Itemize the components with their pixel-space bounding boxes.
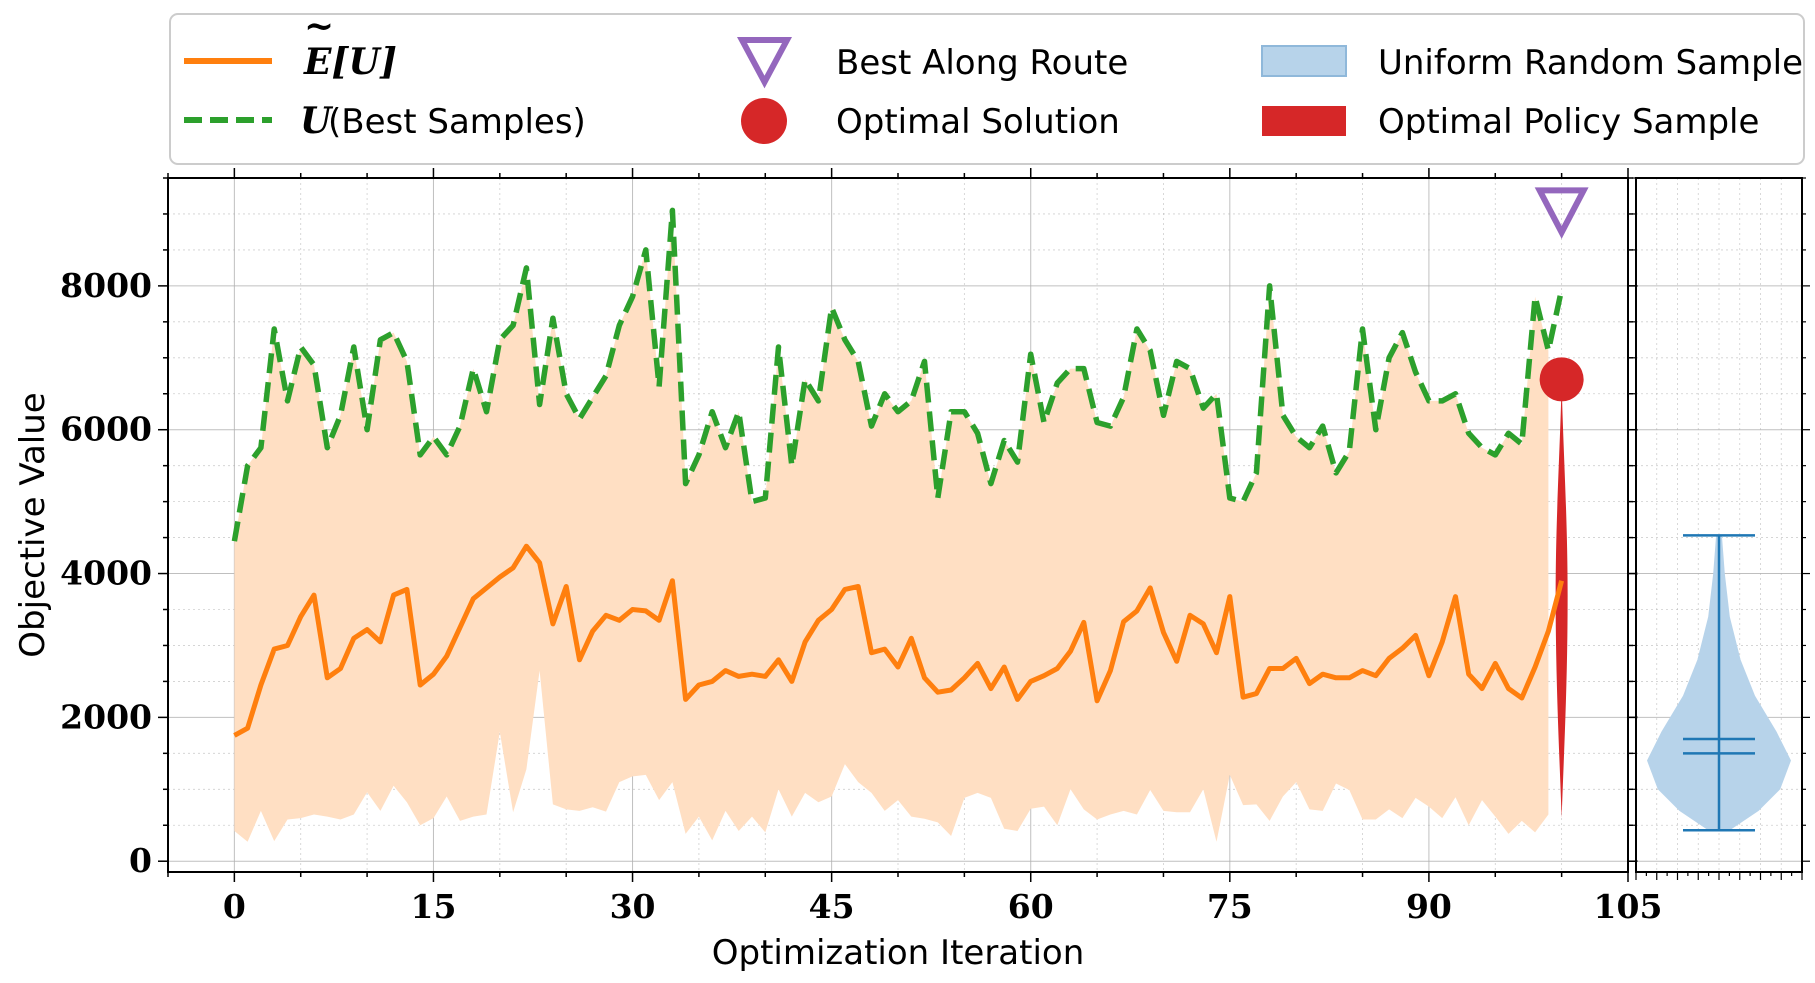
main-tick-labels: 0 15 30 45 60 75 90 105 0 2000 4000 6000 8000 [60,266,1662,926]
x-tick-label: 75 [1207,887,1253,926]
legend-best-samples-label: (Best Samples) [328,102,586,142]
best-along-route-marker [1534,187,1589,239]
side-grid [1636,177,1802,872]
y-axis-label: Objective Value [13,392,53,657]
expected-value-line [233,543,1565,738]
x-tick-label: 30 [610,887,656,926]
legend: ~ E[U] U (Best Samples) Best Along Route… [169,5,1805,165]
optimal-policy-violin [1555,379,1568,819]
y-tick-label: 6000 [60,410,152,449]
legend-expected-label: E[U] [303,41,397,83]
main-plot: 0 15 30 45 60 75 90 105 0 2000 4000 6000 8000 Optimi… [13,168,1662,973]
x-tick-label: 45 [809,887,855,926]
uniform-violin-stats [1683,534,1755,832]
x-tick-label: 60 [1008,887,1054,926]
side-violin-plot [1628,177,1810,880]
side-ticks [1628,177,1810,880]
legend-frame [169,13,1805,165]
legend-uniform-swatch [1261,45,1347,77]
best-samples-line [231,207,1565,542]
x-axis-label: Optimization Iteration [712,933,1085,973]
y-tick-label: 0 [129,841,152,880]
y-tick-label: 8000 [60,266,152,305]
legend-uniform-label: Uniform Random Sample [1378,43,1803,83]
sample-range-band [234,210,1549,842]
x-tick-label: 0 [223,887,246,926]
legend-best-route-label: Best Along Route [836,43,1128,83]
legend-optimal-policy-swatch [1262,106,1346,136]
legend-optimal-solution-marker [741,98,787,144]
y-tick-label: 2000 [60,697,152,736]
x-tick-label: 105 [1594,887,1663,926]
x-tick-label: 90 [1406,887,1452,926]
legend-best-route-marker [736,37,793,89]
legend-best-samples-math: U [300,100,334,142]
legend-expected-tilde: ~ [304,5,334,47]
y-tick-label: 4000 [60,554,152,593]
optimal-solution-marker [1539,357,1584,402]
legend-optimal-policy-label: Optimal Policy Sample [1378,102,1759,142]
legend-optimal-solution-label: Optimal Solution [836,102,1120,142]
x-tick-label: 15 [410,887,456,926]
